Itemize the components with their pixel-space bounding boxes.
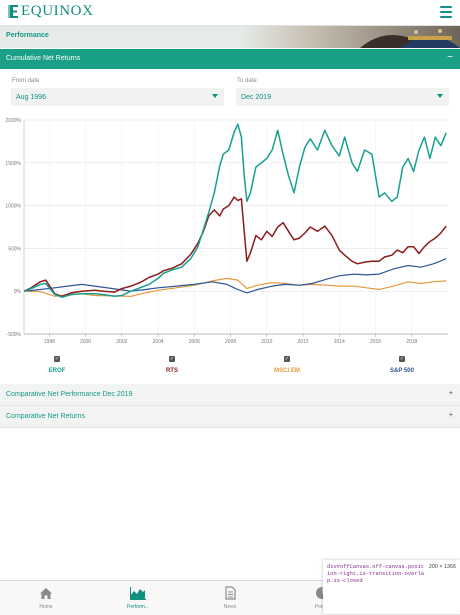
from-date-select[interactable]: Aug 1996 — [11, 88, 224, 106]
area-chart-icon — [130, 586, 146, 600]
legend-item[interactable]: ✓ S&P 500 — [372, 356, 432, 374]
series-line-msci-em — [23, 277, 447, 297]
document-icon — [224, 586, 236, 600]
brand-name: EQUINOX — [21, 3, 94, 19]
tab-label: Perform... — [127, 604, 149, 610]
tab-label: Portf... — [314, 604, 330, 610]
series-line-rts — [23, 196, 447, 298]
x-tick-label: 2014 — [334, 339, 345, 345]
x-tick-label: 2012 — [297, 339, 308, 345]
y-tick-label: 2000% — [5, 118, 21, 124]
checkbox-icon[interactable]: ✓ — [284, 356, 290, 362]
cumulative-net-returns-header[interactable]: Cumulative Net Returns − — [0, 49, 460, 69]
header-decorative-image — [240, 26, 460, 48]
checkbox-icon[interactable]: ✓ — [169, 356, 175, 362]
tab-performance[interactable]: Perform... — [108, 585, 168, 610]
comparative-net-returns-row[interactable]: Comparative Net Returns + — [0, 406, 460, 428]
x-tick-label: 2008 — [225, 339, 236, 345]
home-icon — [40, 587, 52, 599]
equinox-logo-mark-icon — [8, 5, 18, 18]
legend-label: RTS — [166, 368, 178, 374]
legend-label: S&P 500 — [390, 368, 414, 374]
legend-item[interactable]: ✓ EROF — [27, 356, 87, 374]
checkbox-icon[interactable]: ✓ — [54, 356, 60, 362]
legend-item[interactable]: ✓ MSCI EM — [257, 356, 317, 374]
from-date-label: From date — [12, 78, 40, 84]
legend-item[interactable]: ✓ RTS — [142, 356, 202, 374]
divider — [0, 426, 460, 427]
legend-label: EROF — [48, 368, 66, 374]
chevron-down-icon — [437, 94, 443, 98]
x-tick-label: 2004 — [153, 339, 164, 345]
chevron-down-icon — [212, 94, 218, 98]
comparative-net-performance-row[interactable]: Comparative Net Performance Dec 2019 + — [0, 384, 460, 406]
series-line-erof — [23, 123, 447, 298]
hamburger-icon[interactable] — [440, 6, 452, 18]
x-tick-label: 1998 — [44, 339, 55, 345]
element-dimensions: 200 × 1366 — [428, 564, 456, 570]
y-tick-label: 1500% — [5, 161, 21, 167]
expand-icon[interactable]: + — [448, 412, 453, 419]
performance-header: Performance — [0, 26, 460, 48]
y-tick-label: -500% — [7, 332, 22, 338]
y-tick-label: 0% — [14, 289, 22, 295]
to-date-value: Dec 2019 — [241, 94, 271, 101]
brand-logo[interactable]: EQUINOX — [8, 3, 94, 20]
from-date-value: Aug 1996 — [16, 94, 46, 101]
tab-home[interactable]: Home — [16, 585, 76, 610]
section-title: Cumulative Net Returns — [6, 55, 81, 62]
legend-label: MSCI EM — [274, 368, 300, 374]
checkbox-icon[interactable]: ✓ — [399, 356, 405, 362]
to-date-select[interactable]: Dec 2019 — [236, 88, 449, 106]
collapse-icon[interactable]: − — [447, 52, 453, 63]
cumulative-returns-chart: 2000% 1500% 1000% 500% 0% -500% 1998 2000 2002 20… — [5, 118, 448, 345]
y-tick-label: 500% — [8, 246, 21, 252]
x-tick-label: 2010 — [261, 339, 272, 345]
accordion-title: Comparative Net Returns — [6, 413, 85, 420]
x-tick-label: 2018 — [406, 339, 417, 345]
accordion-title: Comparative Net Performance Dec 2019 — [6, 391, 133, 398]
tab-news[interactable]: News — [200, 585, 260, 610]
page-title: Performance — [6, 32, 49, 39]
to-date-label: To date — [237, 78, 257, 84]
tab-label: News — [223, 604, 237, 610]
expand-icon[interactable]: + — [448, 390, 453, 397]
x-tick-label: 2002 — [116, 339, 127, 345]
x-tick-label: 2000 — [80, 339, 91, 345]
devtools-element-tooltip: div#offCanvas.off-canvas.position-right.… — [323, 560, 460, 614]
x-tick-label: 2016 — [370, 339, 381, 345]
element-selector: div#offCanvas.off-canvas.position-right.… — [327, 564, 425, 584]
top-bar: EQUINOX — [0, 0, 460, 26]
tab-label: Home — [39, 604, 53, 610]
series-line-s-p-500 — [23, 258, 447, 294]
y-tick-label: 1000% — [5, 204, 21, 210]
x-tick-label: 2006 — [189, 339, 200, 345]
